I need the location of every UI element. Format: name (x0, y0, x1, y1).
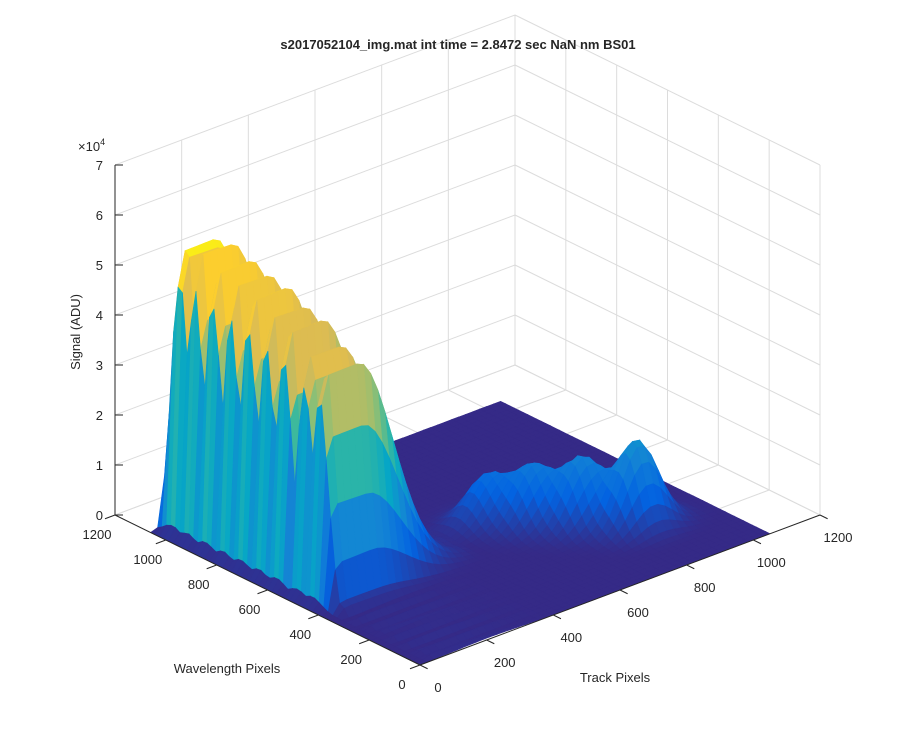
z-tick-label: 6 (96, 208, 103, 223)
y-tick-label: 1200 (83, 527, 112, 542)
x-tick-mark (553, 614, 562, 620)
wall-grid-z (514, 264, 821, 416)
x-tick-mark (419, 664, 428, 670)
wall-grid-z (114, 64, 516, 216)
wall-grid-z (114, 114, 516, 266)
x-tick-mark (619, 589, 628, 595)
z-tick-label: 1 (96, 458, 103, 473)
wall-grid-z (514, 364, 821, 516)
y-tick-label: 800 (188, 577, 210, 592)
tick-labels: 0200400600800100012000200400600800100012… (83, 158, 853, 695)
x-tick-label: 600 (627, 605, 649, 620)
z-tick-label: 4 (96, 308, 103, 323)
z-tick-label: 3 (96, 358, 103, 373)
wall-grid-z (114, 14, 516, 166)
x-tick-label: 200 (494, 655, 516, 670)
z-axis-label: Signal (ADU) (68, 294, 83, 370)
y-tick-label: 600 (239, 602, 261, 617)
y-tick-label: 400 (289, 627, 311, 642)
y-axis-label: Wavelength Pixels (174, 661, 281, 676)
x-tick-label: 1200 (824, 530, 853, 545)
wall-grid-z (514, 114, 821, 266)
chart-title: s2017052104_img.mat int time = 2.8472 se… (280, 37, 635, 52)
y-tick-mark (155, 539, 167, 545)
x-tick-label: 400 (560, 630, 582, 645)
wall-grid-z (514, 314, 821, 466)
wall-grid-z (514, 214, 821, 366)
x-tick-mark (753, 539, 762, 545)
axis-lines (104, 164, 828, 670)
surface-mesh (150, 239, 771, 666)
x-tick-mark (819, 514, 828, 520)
y-tick-label: 200 (340, 652, 362, 667)
x-tick-mark (486, 639, 495, 645)
x-tick-label: 1000 (757, 555, 786, 570)
z-tick-label: 7 (96, 158, 103, 173)
z-tick-label: 0 (96, 508, 103, 523)
z-exponent-label: ×104 (78, 137, 105, 154)
y-tick-label: 0 (398, 677, 405, 692)
x-axis-label: Track Pixels (580, 670, 651, 685)
z-tick-label: 5 (96, 258, 103, 273)
y-tick-mark (308, 614, 319, 620)
wall-grid-z (514, 164, 821, 316)
y-tick-mark (358, 639, 370, 645)
wall-grid-z (514, 64, 821, 216)
x-tick-label: 800 (694, 580, 716, 595)
x-tick-mark (686, 564, 695, 570)
z-tick-label: 2 (96, 408, 103, 423)
y-tick-mark (206, 564, 217, 570)
y-tick-mark (104, 514, 116, 520)
y-tick-mark (409, 664, 421, 670)
wall-grid-z (514, 14, 821, 166)
y-tick-mark (257, 589, 268, 595)
y-tick-label: 1000 (133, 552, 162, 567)
x-tick-label: 0 (434, 680, 441, 695)
